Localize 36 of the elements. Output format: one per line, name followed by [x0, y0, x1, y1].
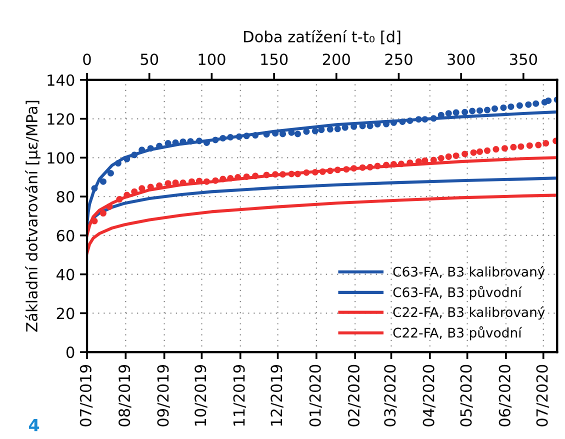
- y-tick-label: 20: [56, 308, 74, 320]
- x-tick-label: 04/2020: [422, 364, 436, 426]
- x2-tick-label: 100: [198, 54, 226, 66]
- x-tick-label: 06/2020: [498, 364, 512, 426]
- x2-tick-label: 50: [140, 54, 158, 66]
- y-tick-label: 140: [48, 74, 74, 86]
- x2-tick-label: 200: [322, 54, 350, 66]
- x2-tick-label: 250: [385, 54, 412, 66]
- text: 4: [29, 418, 40, 432]
- legend-label: C63-FA, B3 kalibrovaný: [393, 266, 545, 280]
- y-tick-label: 80: [56, 191, 74, 203]
- x2-tick-label: 350: [510, 54, 537, 66]
- y-tick-label: 100: [48, 152, 74, 164]
- y-tick-label: 0: [66, 346, 74, 358]
- x2-axis-title: Doba zatížení t-t₀ [d]: [244, 30, 400, 44]
- x-tick-label: 05/2020: [460, 364, 473, 426]
- legend-label: C22-FA, B3 kalibrovaný: [393, 306, 545, 320]
- y-tick-label: 60: [56, 230, 74, 242]
- x-tick-label: 08/2019: [118, 364, 132, 426]
- y-tick-label: 120: [48, 113, 74, 125]
- y-tick-label: 40: [56, 268, 74, 280]
- y-axis-title: Základní dotvarování [με/MPa]: [25, 100, 40, 332]
- x-tick-label: 12/2019: [270, 364, 284, 426]
- legend-label: C63-FA, B3 původní: [393, 286, 522, 300]
- x-tick-label: 02/2020: [348, 364, 361, 426]
- x2-tick-label: 0: [83, 54, 91, 66]
- x2-tick-label: 150: [261, 54, 288, 66]
- x-tick-label: 07/2019: [80, 364, 93, 426]
- x-tick-label: 01/2020: [309, 364, 322, 426]
- legend-label: C22-FA, B3 původní: [393, 326, 522, 340]
- x-tick-label: 11/2019: [233, 364, 246, 426]
- x-tick-label: 07/2020: [536, 364, 550, 426]
- x-tick-label: 09/2019: [157, 364, 170, 426]
- x2-tick-label: 300: [448, 54, 475, 66]
- x-tick-label: 10/2019: [194, 364, 208, 426]
- x-tick-label: 03/2020: [384, 364, 397, 426]
